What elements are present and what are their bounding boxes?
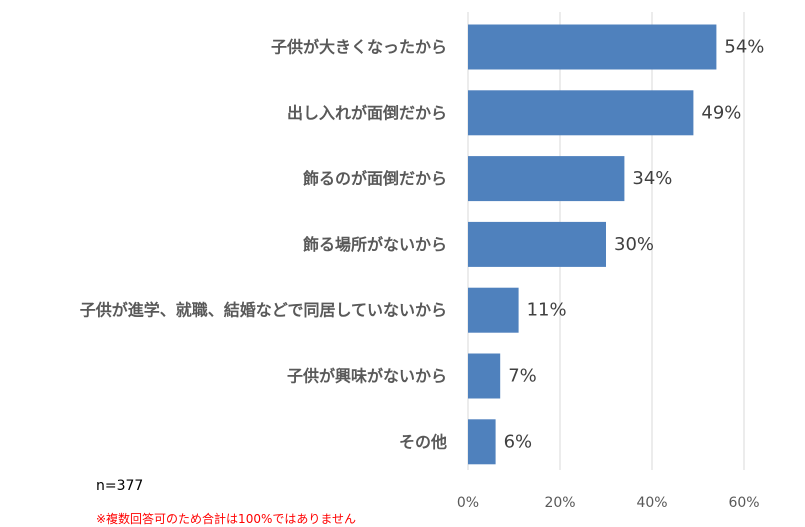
category-label: 出し入れが面倒だから bbox=[287, 103, 447, 122]
bar bbox=[468, 353, 501, 399]
x-tick-label: 40% bbox=[636, 495, 667, 511]
sample-size-note: n=377 bbox=[96, 478, 144, 494]
category-label: その他 bbox=[399, 432, 447, 451]
x-tick-label: 60% bbox=[728, 495, 759, 511]
category-label: 子供が進学、就職、結婚などで同居していないから bbox=[80, 301, 447, 320]
bar bbox=[468, 287, 519, 333]
x-axis-ticks: 0% 20% 40% 60% bbox=[457, 495, 760, 511]
x-tick-label: 0% bbox=[457, 495, 479, 511]
value-label: 7% bbox=[508, 366, 537, 387]
category-label: 飾る場所がないから bbox=[303, 235, 447, 254]
bar bbox=[468, 221, 606, 267]
bar bbox=[468, 419, 496, 465]
value-labels: 54% 49% 34% 30% 11% 7% 6% bbox=[504, 37, 765, 453]
category-label: 子供が興味がないから bbox=[287, 367, 447, 386]
value-label: 54% bbox=[724, 37, 764, 58]
category-label: 子供が大きくなったから bbox=[271, 38, 447, 57]
category-labels: 子供が大きくなったから出し入れが面倒だから飾るのが面倒だから飾る場所がないから子… bbox=[80, 38, 447, 452]
bars bbox=[468, 24, 717, 465]
footnote: ※複数回答可のため合計は100%ではありません bbox=[96, 512, 357, 526]
value-label: 30% bbox=[614, 234, 654, 255]
bar bbox=[468, 156, 625, 202]
bar bbox=[468, 90, 694, 136]
value-label: 6% bbox=[504, 431, 533, 452]
value-label: 34% bbox=[632, 168, 672, 189]
value-label: 11% bbox=[527, 300, 567, 321]
value-label: 49% bbox=[701, 102, 741, 123]
category-label: 飾るのが面倒だから bbox=[303, 169, 447, 188]
x-tick-label: 20% bbox=[544, 495, 575, 511]
bar bbox=[468, 24, 717, 70]
